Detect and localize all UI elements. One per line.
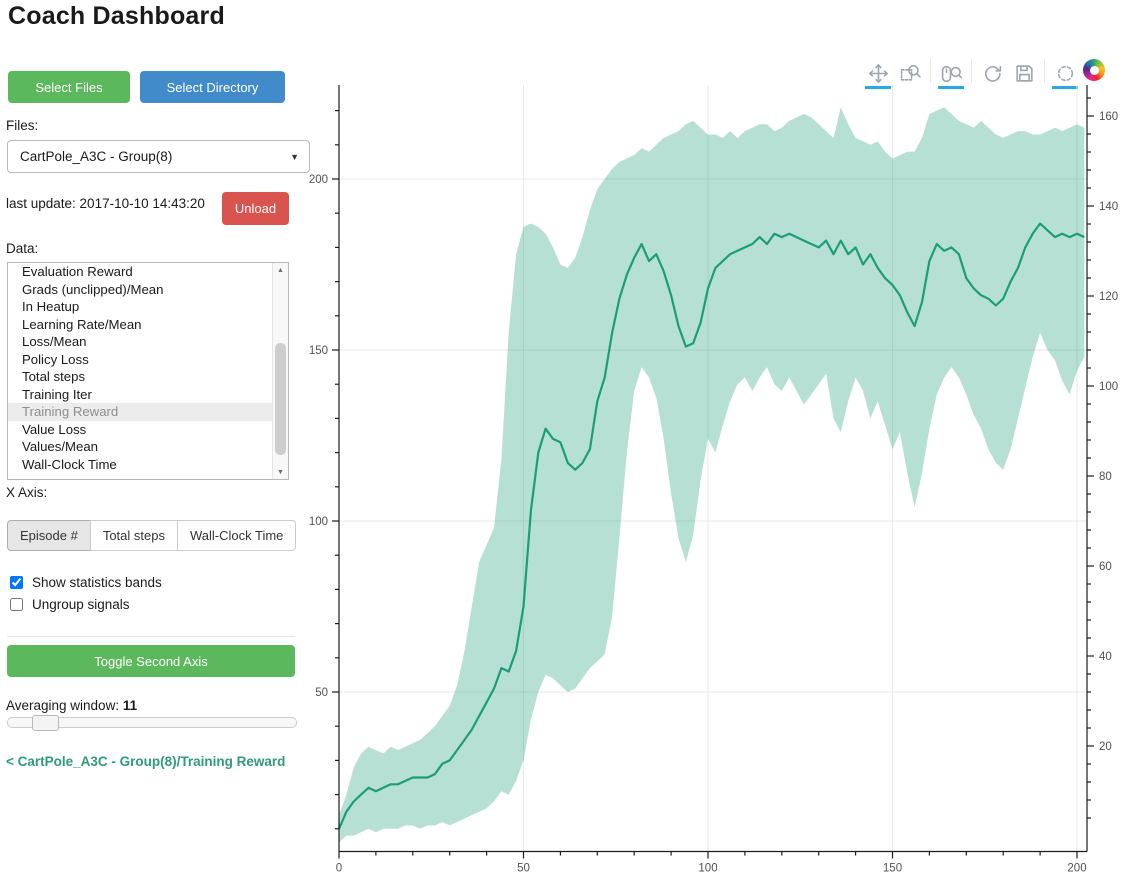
svg-text:40: 40: [1099, 651, 1112, 663]
slider-thumb[interactable]: [32, 715, 59, 731]
svg-text:120: 120: [1099, 291, 1118, 303]
averaging-window-slider[interactable]: [7, 715, 297, 731]
chevron-down-icon: ▼: [290, 151, 299, 162]
x-axis-label: X Axis:: [6, 485, 48, 500]
averaging-window-label: Averaging window: 11: [6, 698, 137, 713]
bokeh-logo[interactable]: [1083, 59, 1105, 81]
toolbar-divider: [930, 59, 931, 83]
scrollbar-thumb[interactable]: [275, 343, 286, 455]
training-reward-chart[interactable]: 50 100 150 200 0 50 100 150 200 20 40 60 80 100 120 140…: [290, 55, 1142, 875]
box-zoom-tool-icon[interactable]: [896, 58, 924, 88]
ungroup-signals-row: Ungroup signals: [10, 597, 130, 612]
svg-text:140: 140: [1099, 201, 1118, 213]
scroll-up-icon[interactable]: ▲: [277, 266, 284, 274]
data-list-item[interactable]: Total steps: [22, 369, 86, 384]
data-label: Data:: [6, 241, 39, 256]
listbox-scrollbar[interactable]: ▲ ▼: [272, 263, 288, 479]
files-dropdown-value: CartPole_A3C - Group(8): [20, 149, 173, 164]
data-list-item[interactable]: Wall-Clock Time: [22, 456, 117, 472]
averaging-window-value: 11: [122, 698, 138, 713]
divider: [7, 636, 295, 637]
page-title: Coach Dashboard: [8, 2, 225, 30]
averaging-window-text: Averaging window:: [6, 698, 123, 713]
x-axis-option-episode[interactable]: Episode #: [7, 520, 91, 551]
svg-text:100: 100: [698, 863, 717, 874]
data-list-item[interactable]: Training Reward: [8, 403, 288, 421]
svg-text:200: 200: [309, 174, 328, 186]
svg-text:80: 80: [1099, 471, 1112, 483]
show-bands-row: Show statistics bands: [10, 575, 162, 590]
select-files-button[interactable]: Select Files: [8, 71, 130, 103]
data-list-item[interactable]: Learning Rate/Mean: [22, 316, 142, 332]
ungroup-signals-checkbox[interactable]: [10, 598, 23, 611]
unload-button[interactable]: Unload: [222, 192, 289, 225]
svg-text:160: 160: [1099, 111, 1118, 123]
pan-tool-icon[interactable]: [864, 58, 892, 89]
save-tool-icon[interactable]: [1010, 58, 1038, 88]
svg-text:50: 50: [315, 687, 328, 699]
data-listbox-items: Evaluation Reward Grads (unclipped)/Mean I…: [8, 263, 288, 473]
reset-tool-icon[interactable]: [978, 58, 1006, 88]
svg-text:60: 60: [1099, 561, 1112, 573]
show-bands-label: Show statistics bands: [32, 575, 162, 590]
files-dropdown[interactable]: CartPole_A3C - Group(8) ▼: [7, 140, 310, 173]
data-list-item[interactable]: Value Loss: [22, 421, 87, 437]
select-directory-button[interactable]: Select Directory: [140, 71, 285, 103]
x-axis-button-group: Episode # Total steps Wall-Clock Time: [7, 520, 297, 551]
show-bands-checkbox[interactable]: [10, 576, 23, 589]
data-list-item[interactable]: Loss/Mean: [22, 334, 87, 349]
wheel-zoom-tool-icon[interactable]: [937, 58, 965, 89]
svg-text:20: 20: [1099, 741, 1112, 753]
svg-text:100: 100: [309, 516, 328, 528]
svg-text:0: 0: [336, 863, 342, 874]
svg-text:50: 50: [517, 863, 530, 874]
ungroup-signals-label: Ungroup signals: [32, 597, 130, 612]
data-list-item[interactable]: Evaluation Reward: [22, 264, 133, 279]
scroll-down-icon[interactable]: ▼: [277, 468, 284, 476]
data-list-item[interactable]: Policy Loss: [22, 351, 89, 367]
last-update-text: last update: 2017-10-10 14:43:20: [6, 196, 205, 211]
data-listbox[interactable]: Evaluation Reward Grads (unclipped)/Mean I…: [7, 262, 289, 480]
data-list-item[interactable]: Grads (unclipped)/Mean: [22, 281, 164, 297]
toolbar-divider: [971, 59, 972, 83]
toggle-second-axis-button[interactable]: Toggle Second Axis: [7, 645, 295, 677]
data-list-item[interactable]: In Heatup: [22, 299, 80, 314]
toolbar-divider: [1044, 59, 1045, 83]
plot-toolbar: [864, 58, 1105, 90]
x-axis-option-total-steps[interactable]: Total steps: [89, 520, 178, 551]
statistics-band: [339, 107, 1085, 843]
svg-text:150: 150: [309, 345, 328, 357]
svg-text:150: 150: [883, 863, 902, 874]
hover-tool-icon[interactable]: [1051, 58, 1079, 89]
breadcrumb-signal-link[interactable]: < CartPole_A3C - Group(8)/Training Rewar…: [6, 754, 286, 769]
x-axis-option-wall-clock[interactable]: Wall-Clock Time: [176, 520, 297, 551]
data-list-item[interactable]: Values/Mean: [22, 439, 98, 454]
svg-text:200: 200: [1067, 863, 1086, 874]
files-label: Files:: [6, 118, 39, 133]
data-list-item[interactable]: Training Iter: [22, 386, 92, 402]
training-reward-line: [337, 222, 1085, 830]
svg-text:100: 100: [1099, 381, 1118, 393]
